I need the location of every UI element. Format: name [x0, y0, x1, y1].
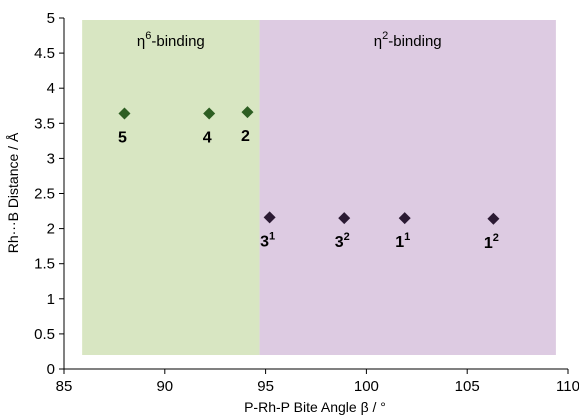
data-point: [203, 107, 216, 120]
data-point: [118, 107, 131, 120]
data-points: [118, 106, 500, 225]
data-point: [338, 212, 351, 225]
x-tick-label: 90: [156, 378, 173, 395]
region-label-2: η2-binding: [374, 30, 442, 50]
point-label: 4: [203, 129, 212, 146]
x-tick-label: 105: [455, 378, 480, 395]
point-labels: 5 4 2 31 32 11 12: [118, 128, 499, 252]
x-ticks: 85 90 95 100 105 110: [56, 369, 579, 395]
y-tick-label: 3: [47, 150, 55, 167]
y-tick-label: 4.5: [34, 45, 55, 62]
point-label: 12: [484, 232, 499, 252]
y-tick-label: 1: [47, 291, 55, 308]
y-tick-label: 2: [47, 221, 55, 238]
y-tick-label: 5: [47, 10, 55, 27]
x-tick-label: 95: [257, 378, 274, 395]
y-tick-label: 0: [47, 361, 55, 378]
y-tick-label: 2.5: [34, 186, 55, 203]
x-tick-label: 85: [56, 378, 73, 395]
y-tick-label: 3.5: [34, 115, 55, 132]
data-point: [241, 106, 254, 119]
y-tick-label: 0.5: [34, 326, 55, 343]
data-point: [263, 211, 276, 224]
y-tick-label: 1.5: [34, 256, 55, 273]
region-label-1: η6-binding: [137, 30, 205, 50]
point-label: 32: [335, 231, 350, 251]
x-tick-label: 100: [354, 378, 379, 395]
y-tick-label: 4: [47, 80, 55, 97]
x-tick-label: 110: [556, 378, 579, 395]
binding-regions: η6-binding η2-binding: [82, 20, 556, 355]
data-point: [398, 212, 411, 225]
point-label: 11: [395, 231, 410, 251]
point-label: 2: [241, 128, 250, 145]
region-1: [82, 20, 260, 355]
region-2: [259, 20, 556, 355]
y-axis-title: Rh···B Distance / Å: [5, 132, 21, 253]
data-point: [487, 212, 500, 225]
point-label: 5: [118, 129, 127, 146]
x-axis-title: P-Rh-P Bite Angle β / °: [244, 399, 386, 415]
point-label: 31: [260, 230, 275, 250]
y-ticks: 0 0.5 1 1.5 2 2.5 3 3.5 4 4.5 5: [34, 10, 64, 378]
